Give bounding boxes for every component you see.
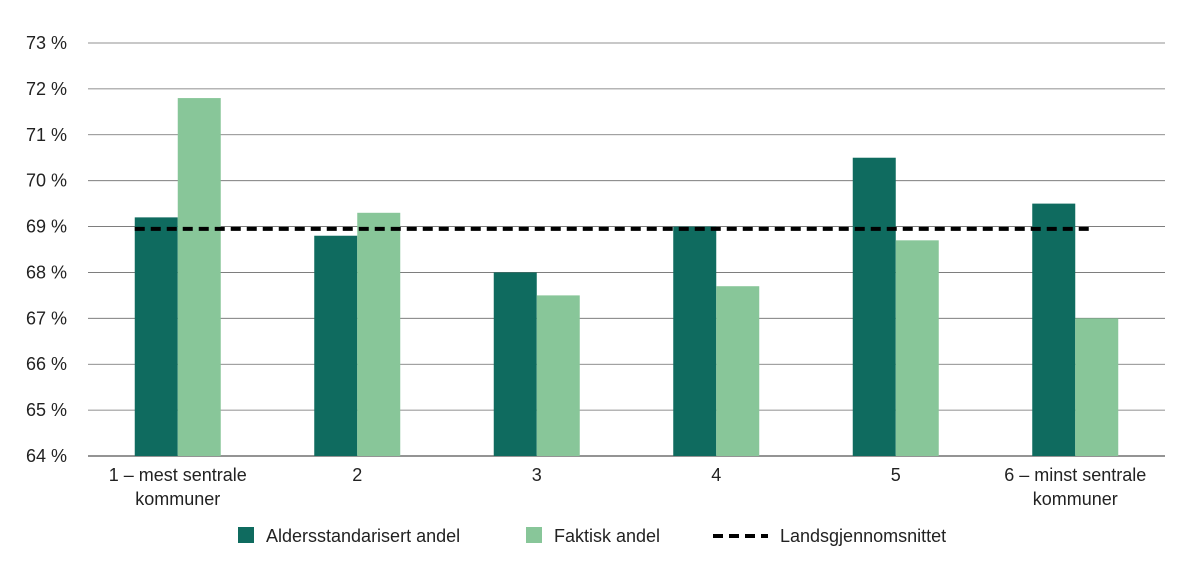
- legend-swatch-aldersstandarisert: [238, 527, 254, 543]
- bar-faktisk-1: [177, 98, 221, 457]
- y-tick-label: 65 %: [26, 400, 67, 420]
- x-tick-label: 2: [352, 465, 362, 485]
- bar-faktisk-5: [895, 240, 939, 456]
- y-tick-label: 67 %: [26, 308, 67, 328]
- bar-faktisk-3: [536, 295, 580, 456]
- y-tick-label: 68 %: [26, 262, 67, 282]
- legend-label-faktisk: Faktisk andel: [554, 526, 660, 546]
- legend-swatch-faktisk: [526, 527, 542, 543]
- y-tick-label: 73 %: [26, 33, 67, 53]
- bar-aldersstandarisert-3: [493, 272, 537, 456]
- bar-faktisk-4: [716, 286, 760, 456]
- bar-aldersstandarisert-1: [134, 217, 178, 456]
- y-tick-label: 71 %: [26, 125, 67, 145]
- x-tick-label: kommuner: [1033, 489, 1118, 509]
- bar-aldersstandarisert-5: [852, 157, 896, 456]
- y-tick-label: 69 %: [26, 217, 67, 237]
- x-tick-label: 5: [891, 465, 901, 485]
- x-axis: 1 – mest sentrale kommuner 2 3 4 5 6 – minst s…: [109, 465, 1147, 509]
- x-tick-label: 1 – mest sentrale: [109, 465, 247, 485]
- x-tick-label: kommuner: [135, 489, 220, 509]
- legend: Aldersstandarisert andel Faktisk andel Lan…: [238, 526, 946, 546]
- bars: [134, 98, 1119, 457]
- bar-aldersstandarisert-4: [673, 226, 717, 456]
- bar-aldersstandarisert-2: [314, 235, 358, 456]
- legend-label-aldersstandarisert: Aldersstandarisert andel: [266, 526, 460, 546]
- grid-lines: [88, 42, 1165, 457]
- y-tick-label: 70 %: [26, 171, 67, 191]
- legend-label-landsgjennomsnittet: Landsgjennomsnittet: [780, 526, 946, 546]
- x-tick-label: 3: [532, 465, 542, 485]
- bar-faktisk-6: [1075, 318, 1119, 456]
- x-tick-label: 6 – minst sentrale: [1004, 465, 1146, 485]
- y-axis: 64 % 65 % 66 % 67 % 68 % 69 % 70 % 71 % 72 % 73 %: [26, 33, 67, 466]
- x-tick-label: 4: [711, 465, 721, 485]
- y-tick-label: 64 %: [26, 446, 67, 466]
- bar-aldersstandarisert-6: [1032, 203, 1076, 456]
- y-tick-label: 72 %: [26, 79, 67, 99]
- bar-faktisk-2: [357, 212, 401, 456]
- y-tick-label: 66 %: [26, 354, 67, 374]
